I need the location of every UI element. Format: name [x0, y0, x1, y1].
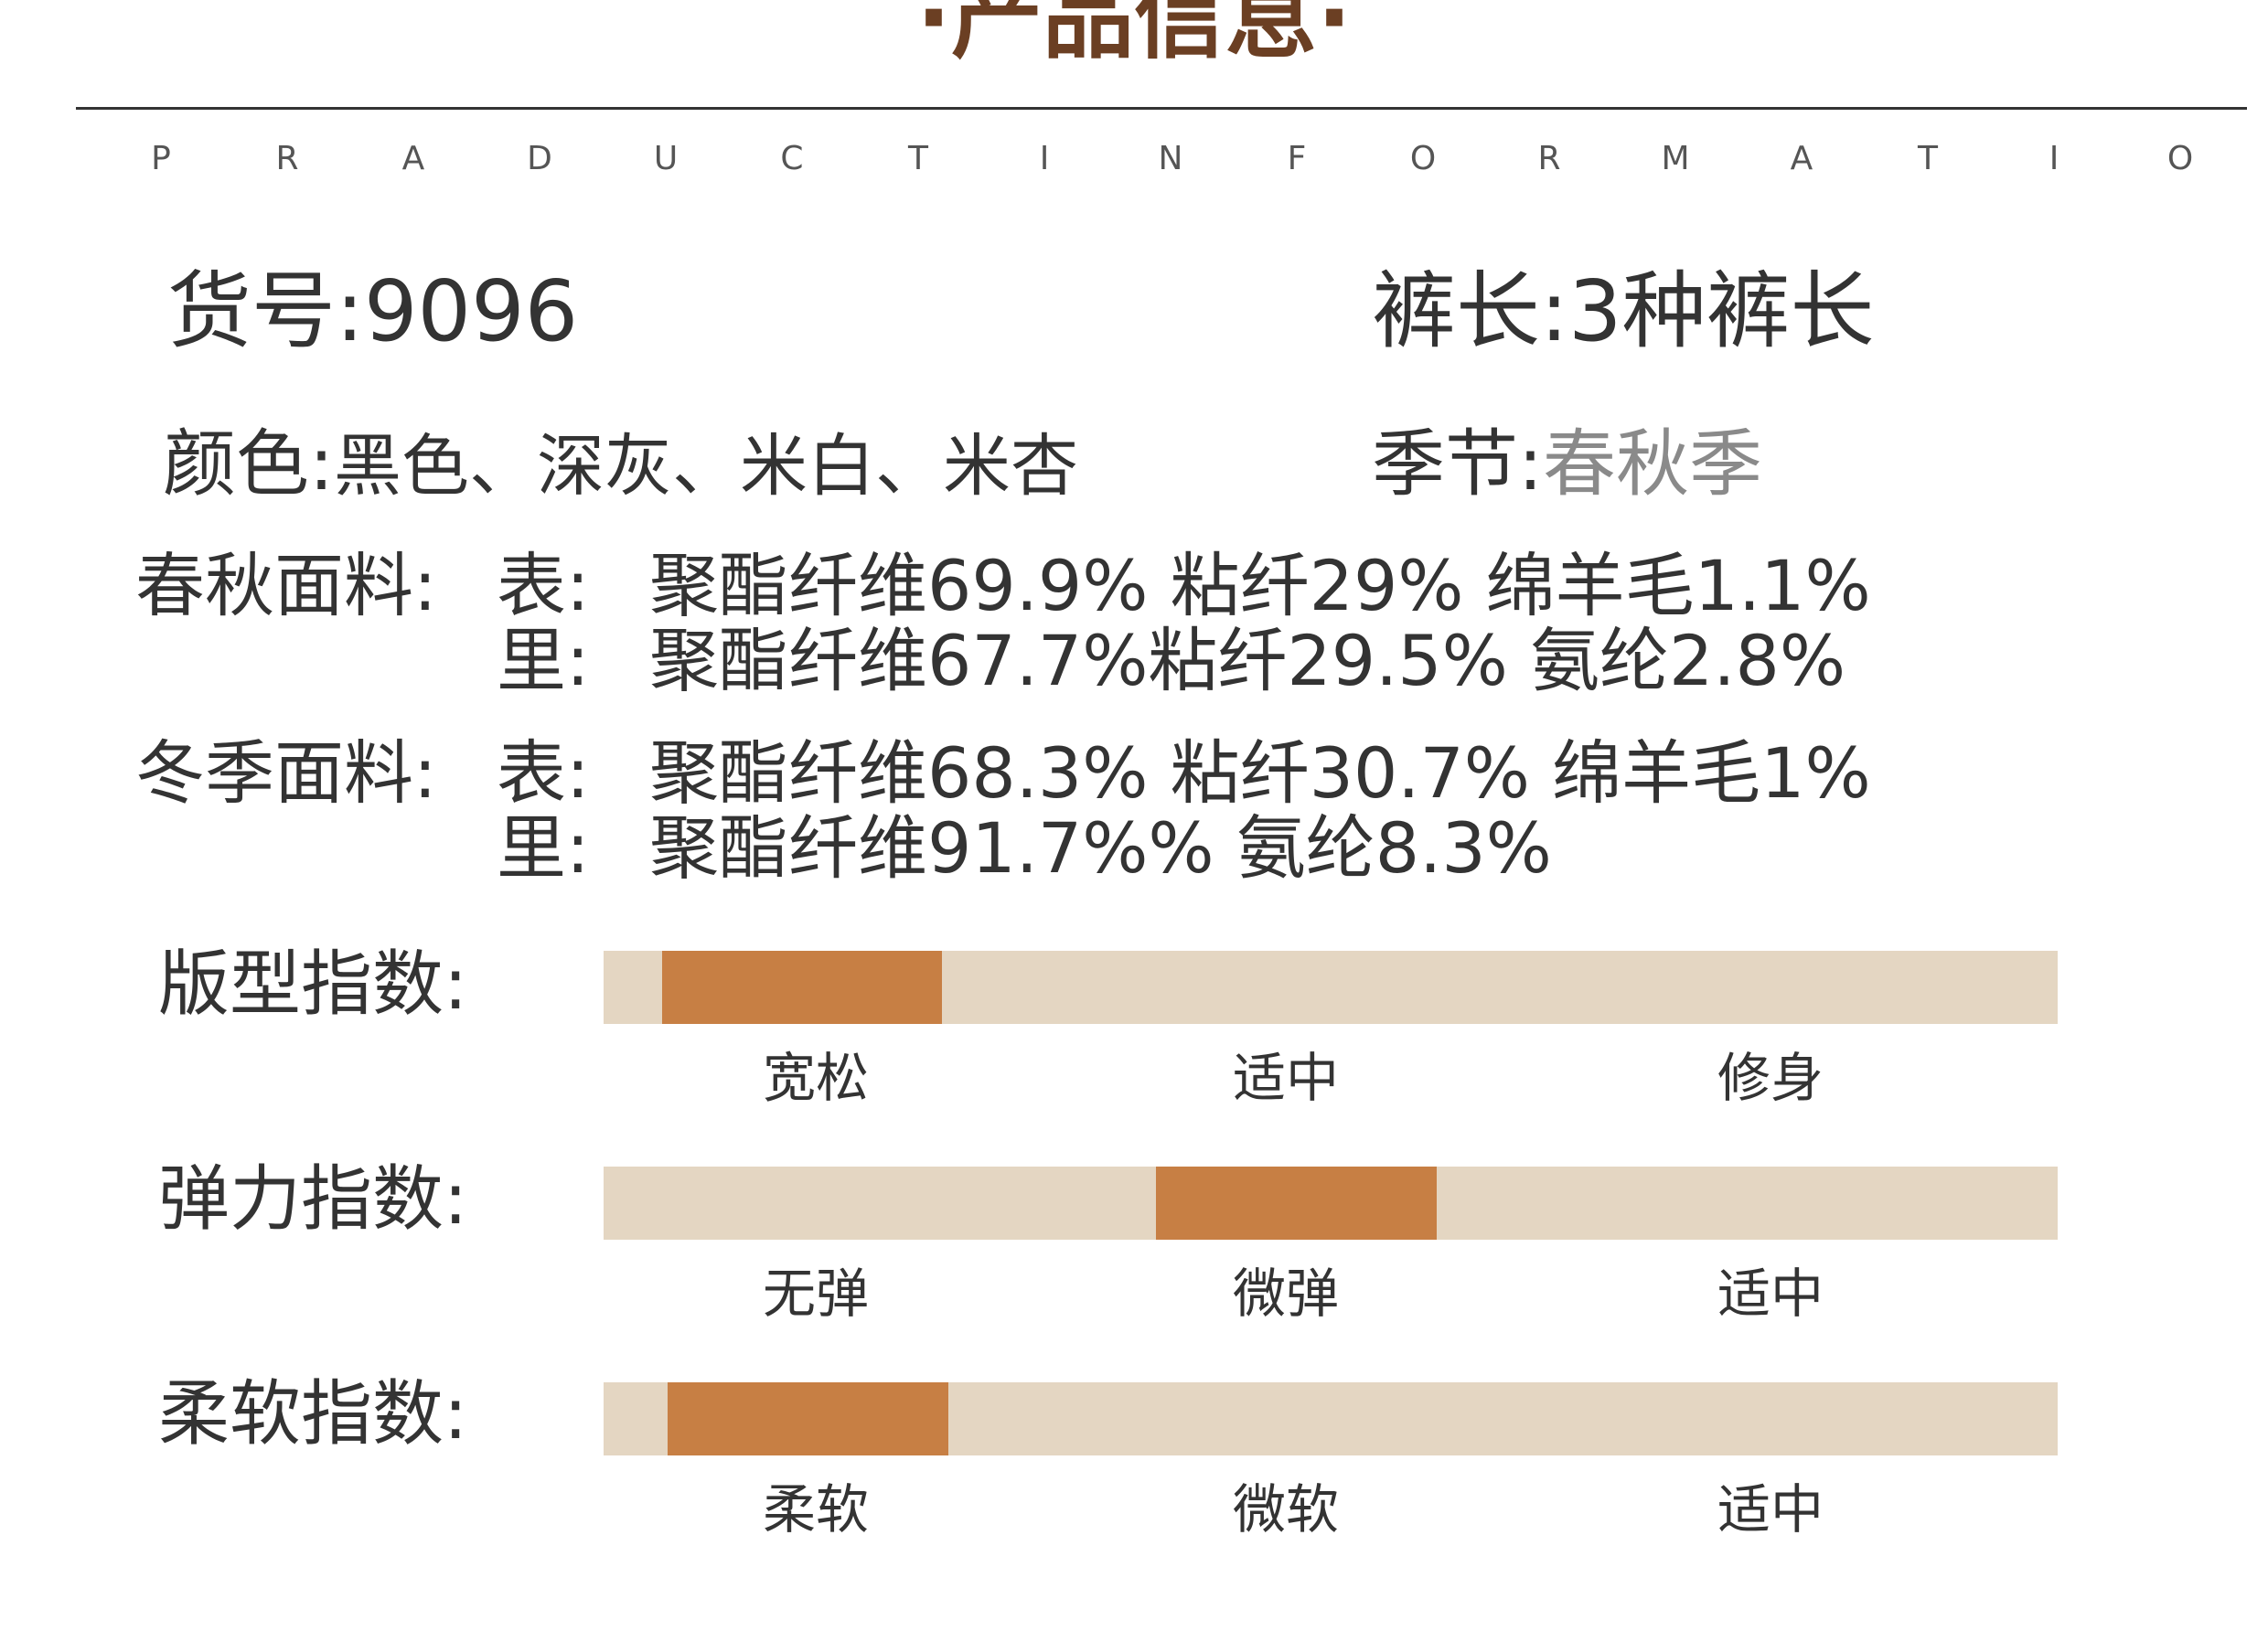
- winter-fabric-label: 冬季面料:: [135, 732, 437, 814]
- colors-value: 黑色、深灰、米白、米杏: [333, 427, 1078, 506]
- subtitle-letter: T: [908, 140, 928, 177]
- pants-length-row: 裤长:3种裤长: [1372, 270, 1875, 354]
- subtitle-letter: I: [1039, 140, 1050, 177]
- elasticity-tick-slight: 微弹: [1232, 1263, 1339, 1325]
- item-number-label: 货号:: [167, 262, 364, 360]
- title-divider: [76, 107, 2247, 110]
- subtitle-letter: F: [1287, 140, 1307, 177]
- winter-outer-label: 表:: [497, 732, 590, 814]
- season-row: 季节:春秋季: [1372, 428, 1762, 501]
- winter-inner-value: 聚酯纤维91.7%% 氨纶8.3%: [649, 807, 1552, 889]
- page-title: ·产品信息·: [916, 0, 1352, 71]
- elasticity-index-track: [604, 1167, 2058, 1240]
- subtitle-letter: A: [1790, 140, 1813, 177]
- fit-tick-slim: 修身: [1717, 1047, 1824, 1109]
- subtitle-letter: M: [1661, 140, 1690, 177]
- colors-row: 颜色:黑色、深灰、米白、米杏: [163, 428, 1078, 501]
- subtitle-letter: A: [401, 140, 425, 177]
- pants-length-label: 裤长:: [1372, 262, 1568, 360]
- subtitle-letter: N: [1158, 140, 1183, 177]
- subtitle-letter: D: [527, 140, 552, 177]
- softness-index-label: 柔软指数:: [158, 1373, 468, 1455]
- item-number-row: 货号:9096: [167, 270, 578, 354]
- subtitle-letter: U: [653, 140, 679, 177]
- softness-index-track: [604, 1382, 2058, 1455]
- fit-tick-loose: 宽松: [762, 1047, 869, 1109]
- subtitle-letter: I: [2049, 140, 2059, 177]
- subtitle-letter: R: [275, 140, 299, 177]
- elasticity-index-label: 弹力指数:: [158, 1158, 468, 1241]
- spring-autumn-inner-label: 里:: [497, 620, 590, 701]
- subtitle-letter: R: [1537, 140, 1561, 177]
- subtitle-letter: P: [151, 140, 171, 177]
- winter-outer-value: 聚酯纤维68.3% 粘纤30.7% 绵羊毛1%: [649, 732, 1871, 814]
- subtitle-letter: O: [1409, 140, 1437, 177]
- season-label: 季节:: [1372, 421, 1543, 506]
- softness-tick-slightly-soft: 微软: [1232, 1478, 1339, 1540]
- softness-index-fill: [667, 1382, 948, 1455]
- fit-tick-regular: 适中: [1232, 1047, 1339, 1109]
- elasticity-tick-none: 无弹: [762, 1263, 869, 1325]
- elasticity-tick-moderate: 适中: [1717, 1263, 1824, 1325]
- softness-tick-moderate: 适中: [1717, 1478, 1824, 1540]
- item-number-value: 9096: [364, 262, 579, 360]
- softness-tick-soft: 柔软: [762, 1478, 869, 1540]
- spring-autumn-outer-label: 表:: [497, 545, 590, 626]
- fit-index-label: 版型指数:: [158, 943, 468, 1026]
- pants-length-value: 3种裤长: [1568, 262, 1875, 360]
- spring-autumn-fabric-label: 春秋面料:: [135, 545, 437, 626]
- elasticity-index-fill: [1156, 1167, 1438, 1240]
- subtitle-letter: O: [2166, 140, 2194, 177]
- spring-autumn-inner-value: 聚酯纤维67.7%粘纤29.5% 氨纶2.8%: [649, 620, 1846, 701]
- subtitle-letter: C: [780, 140, 804, 177]
- fit-index-fill: [661, 951, 943, 1024]
- winter-inner-label: 里:: [497, 807, 590, 889]
- colors-label: 颜色:: [163, 421, 334, 506]
- spring-autumn-outer-value: 聚酯纤维69.9% 粘纤29% 绵羊毛1.1%: [649, 545, 1871, 626]
- fit-index-track: [604, 951, 2058, 1024]
- subtitle-letter: T: [1918, 140, 1938, 177]
- season-value: 春秋季: [1542, 421, 1762, 506]
- subtitle-letters: P R A D U C T I N F O R M A T I O: [137, 139, 2204, 179]
